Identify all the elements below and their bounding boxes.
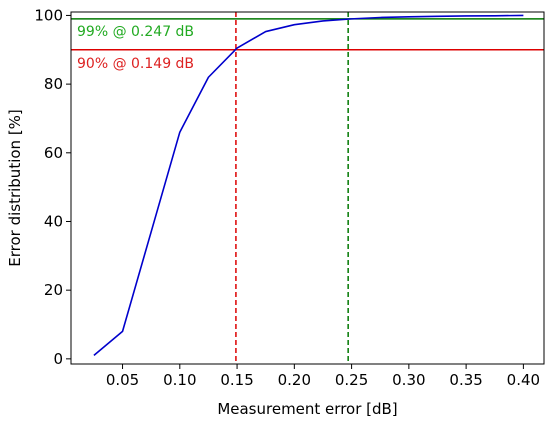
annotations: 99% @ 0.247 dB 90% @ 0.149 dB	[77, 24, 194, 72]
y-tick-label: 40	[44, 212, 63, 230]
y-axis-title: Error distribution [%]	[6, 109, 24, 267]
y-tick-label: 20	[44, 281, 63, 299]
x-tick-label: 0.35	[449, 371, 482, 389]
y-tick-label: 100	[34, 6, 63, 24]
y-tick-label: 80	[44, 75, 63, 93]
x-axis-ticks: 0.05 0.10 0.15 0.20 0.25 0.30 0.35 0.40	[106, 364, 540, 389]
annotation-label-1: 99% @ 0.247 dB	[77, 24, 194, 40]
series-layer	[93, 14, 524, 357]
x-axis-title: Measurement error [dB]	[217, 400, 397, 418]
reference-lines	[71, 12, 544, 364]
x-tick-label: 0.10	[163, 371, 196, 389]
series-line-1	[93, 14, 524, 357]
y-tick-label: 60	[44, 144, 63, 162]
x-tick-label: 0.05	[106, 371, 139, 389]
plot-frame	[70, 11, 545, 365]
x-tick-label: 0.25	[335, 371, 368, 389]
y-tick-label: 0	[53, 350, 63, 368]
x-tick-label: 0.15	[220, 371, 253, 389]
y-axis-ticks: 0 20 40 60 80 100	[34, 6, 71, 368]
x-tick-label: 0.20	[278, 371, 311, 389]
x-tick-label: 0.30	[392, 371, 425, 389]
x-tick-label: 0.40	[507, 371, 540, 389]
annotation-label-2: 90% @ 0.149 dB	[77, 56, 194, 72]
